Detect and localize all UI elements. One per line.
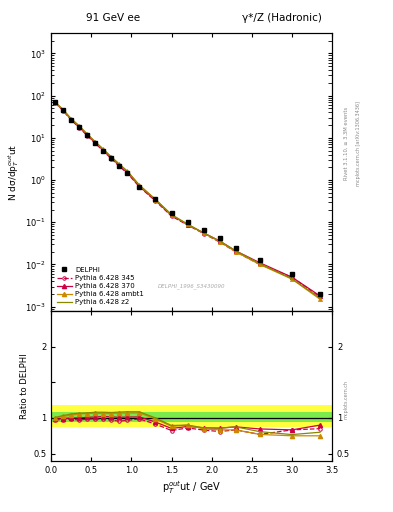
Y-axis label: N dσ/dp$_T^{out}$ut: N dσ/dp$_T^{out}$ut [6,143,21,201]
Y-axis label: Ratio to DELPHI: Ratio to DELPHI [20,353,29,419]
Text: γ*/Z (Hadronic): γ*/Z (Hadronic) [242,13,321,23]
X-axis label: p$_T^{out}$ut / GeV: p$_T^{out}$ut / GeV [162,479,221,496]
Legend: DELPHI, Pythia 6.428 345, Pythia 6.428 370, Pythia 6.428 ambt1, Pythia 6.428 z2: DELPHI, Pythia 6.428 345, Pythia 6.428 3… [55,265,146,307]
Text: DELPHI_1996_S3430090: DELPHI_1996_S3430090 [158,283,225,289]
Text: 91 GeV ee: 91 GeV ee [86,13,140,23]
Text: Rivet 3.1.10, ≥ 3.3M events: Rivet 3.1.10, ≥ 3.3M events [344,106,349,180]
Bar [51,405,332,427]
Text: mcplots.cern.ch: mcplots.cern.ch [344,380,349,419]
Bar [51,412,332,421]
Text: mcplots.cern.ch [arXiv:1306.3436]: mcplots.cern.ch [arXiv:1306.3436] [356,101,361,186]
